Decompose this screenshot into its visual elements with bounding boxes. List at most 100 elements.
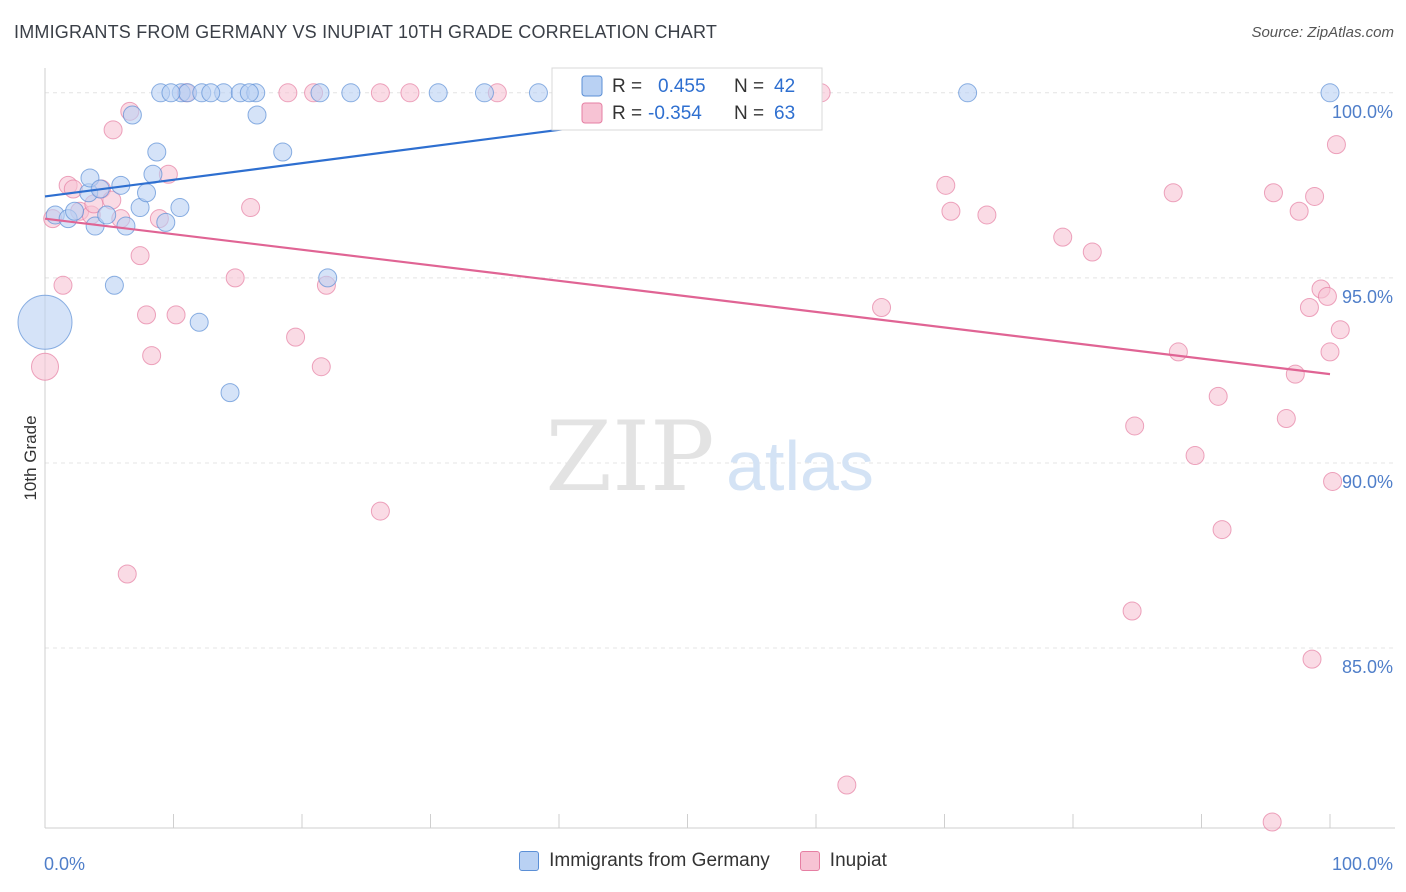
point-inupiat-15 xyxy=(137,305,157,325)
point-germany-11 xyxy=(116,216,136,236)
bottom-legend-item-germany[interactable]: Immigrants from Germany xyxy=(519,850,770,872)
point-inupiat-10 xyxy=(103,120,123,140)
point-inupiat-38 xyxy=(941,201,961,221)
bottom-legend: Immigrants from Germany Inupiat xyxy=(0,850,1406,872)
x-tick-label-1: 100.0% xyxy=(1332,854,1393,874)
point-germany-29 xyxy=(318,268,338,288)
watermark-zip: ZIP xyxy=(545,401,714,513)
point-inupiat-58 xyxy=(1317,286,1337,306)
point-inupiat-54 xyxy=(1299,297,1319,317)
legend-n-label-inupiat: N = xyxy=(734,103,764,124)
point-inupiat-59 xyxy=(1320,342,1340,362)
point-inupiat-51 xyxy=(1276,409,1296,429)
point-inupiat-35 xyxy=(837,775,857,795)
point-germany-35 xyxy=(958,83,978,103)
watermark: ZIP atlas xyxy=(545,401,874,513)
bottom-legend-swatch-inupiat xyxy=(799,851,820,871)
point-inupiat-46 xyxy=(1185,446,1205,466)
inset-legend: R = 0.455 N = 42 R = -0.354 N = 63 xyxy=(551,67,823,131)
point-inupiat-41 xyxy=(1082,242,1102,262)
point-inupiat-53 xyxy=(1289,201,1309,221)
point-inupiat-22 xyxy=(241,198,261,218)
point-inupiat-28 xyxy=(370,83,390,103)
point-germany-13 xyxy=(137,183,157,203)
point-germany-39 xyxy=(239,83,259,103)
point-inupiat-43 xyxy=(1125,416,1145,436)
y-tick-label-1: 95.0% xyxy=(1342,287,1393,307)
point-germany-24 xyxy=(220,383,240,403)
legend-r-label-inupiat: R = xyxy=(612,103,642,124)
point-inupiat-14 xyxy=(130,246,150,266)
legend-r-value-inupiat: -0.354 xyxy=(648,103,702,124)
source-label: Source: ZipAtlas.com xyxy=(1251,24,1394,41)
point-germany-37 xyxy=(122,105,142,125)
point-germany-9 xyxy=(104,275,124,295)
point-inupiat-61 xyxy=(1326,135,1346,155)
legend-r-value-germany: 0.455 xyxy=(658,76,706,97)
y-tick-labels: 100.0% 95.0% 90.0% 85.0% xyxy=(1332,102,1393,677)
point-inupiat-49 xyxy=(1262,812,1282,832)
legend-n-value-germany: 42 xyxy=(774,76,795,97)
series-germany xyxy=(17,83,1340,403)
point-inupiat-52 xyxy=(1285,364,1305,384)
point-inupiat-21 xyxy=(225,268,245,288)
point-inupiat-45 xyxy=(1168,342,1188,362)
point-inupiat-60 xyxy=(1323,471,1343,491)
bottom-legend-label-germany: Immigrants from Germany xyxy=(549,850,770,871)
point-germany-36 xyxy=(1320,83,1340,103)
point-germany-33 xyxy=(528,83,548,103)
trend-lines xyxy=(44,95,1331,376)
point-inupiat-16 xyxy=(142,346,162,366)
point-inupiat-50 xyxy=(1263,183,1283,203)
point-germany-17 xyxy=(170,198,190,218)
point-inupiat-29 xyxy=(370,501,390,521)
bottom-legend-swatch-germany xyxy=(519,851,540,871)
y-axis-label: 10th Grade xyxy=(21,415,40,500)
legend-r-label-germany: R = xyxy=(612,76,642,97)
point-inupiat-39 xyxy=(977,205,997,225)
point-inupiat-30 xyxy=(400,83,420,103)
point-germany-21 xyxy=(189,312,209,332)
trend-line-inupiat xyxy=(44,217,1331,376)
point-inupiat-12 xyxy=(117,564,137,584)
bottom-legend-item-inupiat[interactable]: Inupiat xyxy=(799,850,887,872)
watermark-atlas: atlas xyxy=(726,427,874,505)
point-inupiat-47 xyxy=(1208,386,1228,406)
point-inupiat-0 xyxy=(31,352,59,381)
point-germany-41 xyxy=(201,83,221,103)
point-germany-27 xyxy=(273,142,293,162)
point-inupiat-24 xyxy=(286,327,306,347)
point-germany-15 xyxy=(147,142,167,162)
x-tick-label-0: 0.0% xyxy=(44,854,85,874)
bottom-legend-label-inupiat: Inupiat xyxy=(829,850,887,871)
point-inupiat-2 xyxy=(53,275,73,295)
point-germany-8 xyxy=(97,205,117,225)
gridlines xyxy=(45,92,1395,649)
point-inupiat-42 xyxy=(1122,601,1142,621)
point-inupiat-62 xyxy=(1330,320,1350,340)
point-germany-3 xyxy=(65,201,85,221)
x-tick-labels: 0.0% 100.0% xyxy=(44,854,1393,874)
point-inupiat-56 xyxy=(1305,186,1325,206)
point-germany-30 xyxy=(341,83,361,103)
legend-n-label-germany: N = xyxy=(734,76,764,97)
point-germany-31 xyxy=(428,83,448,103)
point-germany-32 xyxy=(474,83,494,103)
legend-n-value-inupiat: 63 xyxy=(774,103,795,124)
point-inupiat-26 xyxy=(311,357,331,377)
y-tick-label-0: 100.0% xyxy=(1332,102,1393,122)
legend-swatch-inupiat xyxy=(581,102,603,124)
point-germany-0 xyxy=(17,294,73,350)
point-inupiat-55 xyxy=(1302,649,1322,669)
axes xyxy=(44,68,1395,829)
point-inupiat-23 xyxy=(278,83,298,103)
point-germany-26 xyxy=(247,105,267,125)
point-germany-16 xyxy=(156,212,176,232)
point-germany-28 xyxy=(310,83,330,103)
point-inupiat-40 xyxy=(1053,227,1073,247)
point-inupiat-44 xyxy=(1163,183,1183,203)
y-tick-label-2: 90.0% xyxy=(1342,472,1393,492)
point-inupiat-37 xyxy=(936,175,956,195)
point-inupiat-19 xyxy=(166,305,186,325)
